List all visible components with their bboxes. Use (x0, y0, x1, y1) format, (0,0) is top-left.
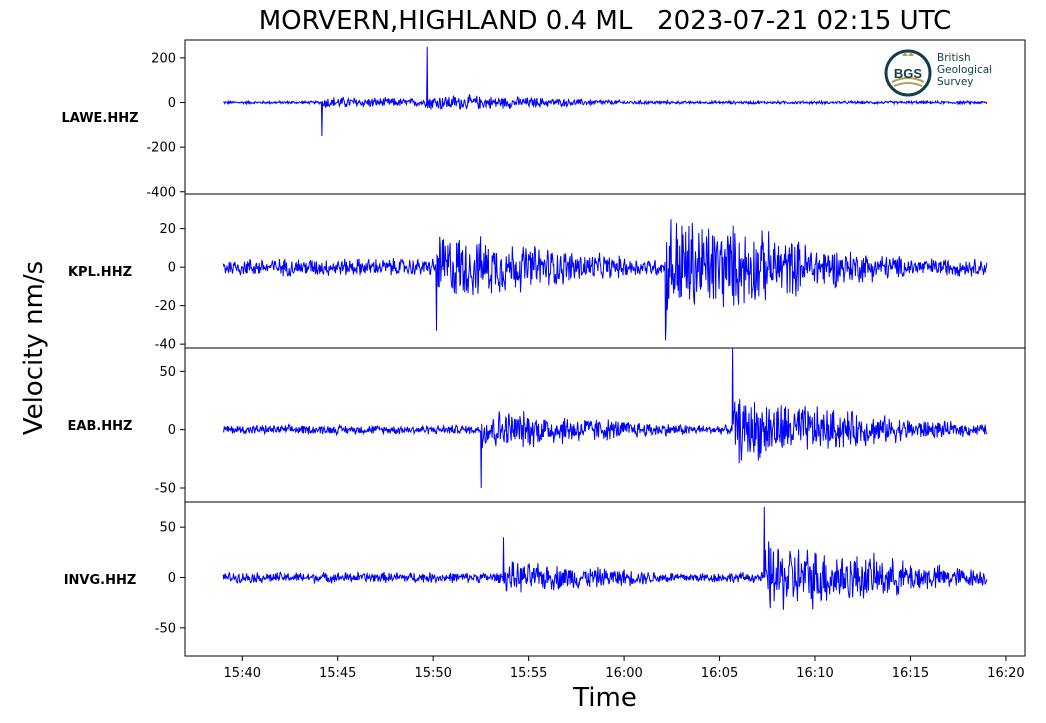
panel-frame-invg-hhz (184, 501, 1026, 657)
ytick-label-eab-hhz: 0 (168, 423, 176, 438)
ytick-label-lawe-hhz: 200 (151, 51, 176, 66)
waveform-lawe-hhz (223, 46, 988, 137)
ytick-label-kpl-hhz: 20 (159, 222, 176, 237)
xtick-label: 16:15 (892, 666, 929, 681)
chart-title: MORVERN,HIGHLAND 0.4 ML 2023-07-21 02:15… (258, 6, 952, 36)
x-axis-label: Time (573, 683, 637, 713)
ytick-label-lawe-hhz: -200 (146, 141, 176, 156)
xtick-label: 15:45 (319, 666, 356, 681)
xtick-label: 15:50 (414, 666, 451, 681)
logo-line3: Survey (937, 76, 974, 88)
logo-line1: British (937, 52, 971, 64)
logo-line2: Geological (937, 64, 993, 76)
waveform-kpl-hhz (222, 219, 988, 341)
ytick-label-kpl-hhz: -40 (155, 338, 176, 353)
ytick-label-kpl-hhz: 0 (168, 261, 176, 276)
ytick-label-invg-hhz: 50 (159, 521, 176, 536)
ytick-label-eab-hhz: 50 (159, 365, 176, 380)
bgs-emblem-icon: BGS (884, 49, 932, 97)
waveform-eab-hhz (222, 347, 988, 489)
xtick-label: 16:05 (701, 666, 738, 681)
xtick-label: 15:55 (510, 666, 547, 681)
logo-abbr: BGS (894, 66, 923, 81)
ytick-label-eab-hhz: -50 (155, 482, 176, 497)
ytick-label-kpl-hhz: -20 (155, 299, 176, 314)
waveform-invg-hhz (222, 506, 988, 610)
ytick-label-invg-hhz: 0 (168, 571, 176, 586)
ytick-label-invg-hhz: -50 (155, 621, 176, 636)
station-label-kpl-hhz: KPL.HHZ (68, 265, 132, 280)
station-label-lawe-hhz: LAWE.HHZ (61, 111, 138, 126)
bgs-logo: BGS British Geological Survey (884, 46, 1009, 98)
ytick-label-lawe-hhz: 0 (168, 96, 176, 111)
xtick-label: 16:20 (987, 666, 1024, 681)
xtick-label: 15:40 (224, 666, 261, 681)
ytick-label-lawe-hhz: -400 (146, 185, 176, 200)
station-label-invg-hhz: INVG.HHZ (64, 573, 137, 588)
station-label-eab-hhz: EAB.HHZ (68, 419, 133, 434)
xtick-label: 16:00 (605, 666, 642, 681)
xtick-label: 16:10 (796, 666, 833, 681)
